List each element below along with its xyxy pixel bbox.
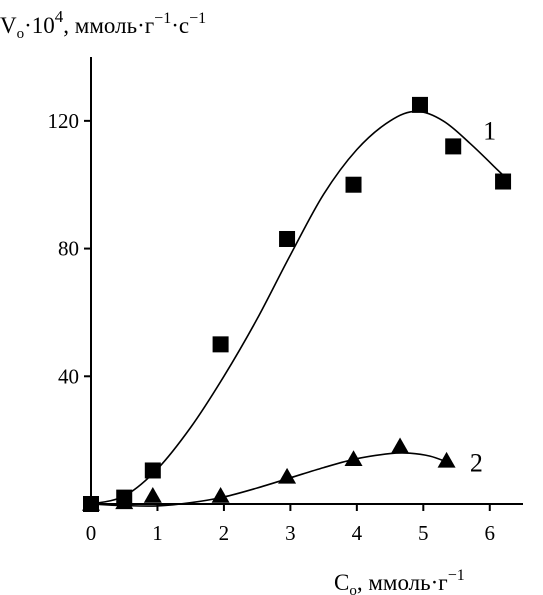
y-axis-label-unit-exp1: −1 bbox=[154, 10, 171, 27]
axes bbox=[90, 57, 523, 505]
x-axis-label: Co, ммоль·г−1 bbox=[334, 567, 465, 595]
series-2-point bbox=[143, 487, 162, 503]
y-axis-label-unit-b: ·с bbox=[171, 13, 189, 38]
y-axis-label-mid: ·10 bbox=[24, 13, 55, 38]
y-axis-label-unit-a: , ммоль·г bbox=[63, 13, 154, 38]
fit-curves bbox=[90, 110, 504, 507]
x-tick-label: 4 bbox=[352, 521, 363, 545]
data-markers: 12 bbox=[82, 96, 512, 512]
series-1-point bbox=[411, 96, 428, 113]
x-axis-label-unit: , ммоль·г bbox=[357, 570, 448, 595]
series-2-point bbox=[82, 495, 100, 511]
series-2-point bbox=[211, 487, 230, 503]
y-tick-label: 40 bbox=[58, 364, 79, 388]
y-axis-label-sub: o bbox=[17, 26, 25, 42]
y-axis-label: Vo·104, ммоль·г−1·с−1 bbox=[0, 7, 206, 42]
x-tick-label: 3 bbox=[285, 521, 296, 545]
series-1-point bbox=[212, 336, 229, 353]
series-1-fit-curve bbox=[90, 110, 504, 505]
y-tick-label: 80 bbox=[58, 237, 79, 261]
y-tick-label: 120 bbox=[48, 109, 80, 133]
y-axis-label-unit-exp2: −1 bbox=[189, 10, 206, 27]
series-2-point bbox=[391, 437, 410, 454]
x-tick-label: 6 bbox=[485, 521, 496, 545]
x-axis-label-base: C bbox=[334, 570, 349, 595]
series-2-fit-curve bbox=[90, 452, 447, 507]
series-2-label: 2 bbox=[470, 448, 483, 477]
series-2-point bbox=[344, 450, 363, 467]
x-tick-label: 1 bbox=[152, 521, 163, 545]
series-2-point bbox=[278, 467, 297, 484]
series-1-label: 1 bbox=[483, 116, 496, 145]
series-1-point bbox=[495, 173, 512, 190]
series-1-point bbox=[144, 462, 161, 479]
x-axis-label-unit-exp: −1 bbox=[448, 567, 465, 584]
x-axis-label-sub: o bbox=[349, 583, 357, 595]
series-1-point bbox=[445, 138, 462, 155]
series-2-point bbox=[115, 493, 134, 510]
series-1-point bbox=[345, 176, 362, 193]
y-axis-label-base: V bbox=[0, 13, 17, 38]
ticks: 0 1 2 3 4 5 6 40 80 120 bbox=[48, 109, 496, 545]
series-1-point bbox=[279, 230, 296, 247]
x-tick-label: 2 bbox=[219, 521, 230, 545]
x-tick-label: 0 bbox=[86, 521, 97, 545]
x-tick-label: 5 bbox=[418, 521, 429, 545]
y-axis-label-exp: 4 bbox=[55, 7, 64, 26]
series-2-point bbox=[437, 451, 456, 468]
